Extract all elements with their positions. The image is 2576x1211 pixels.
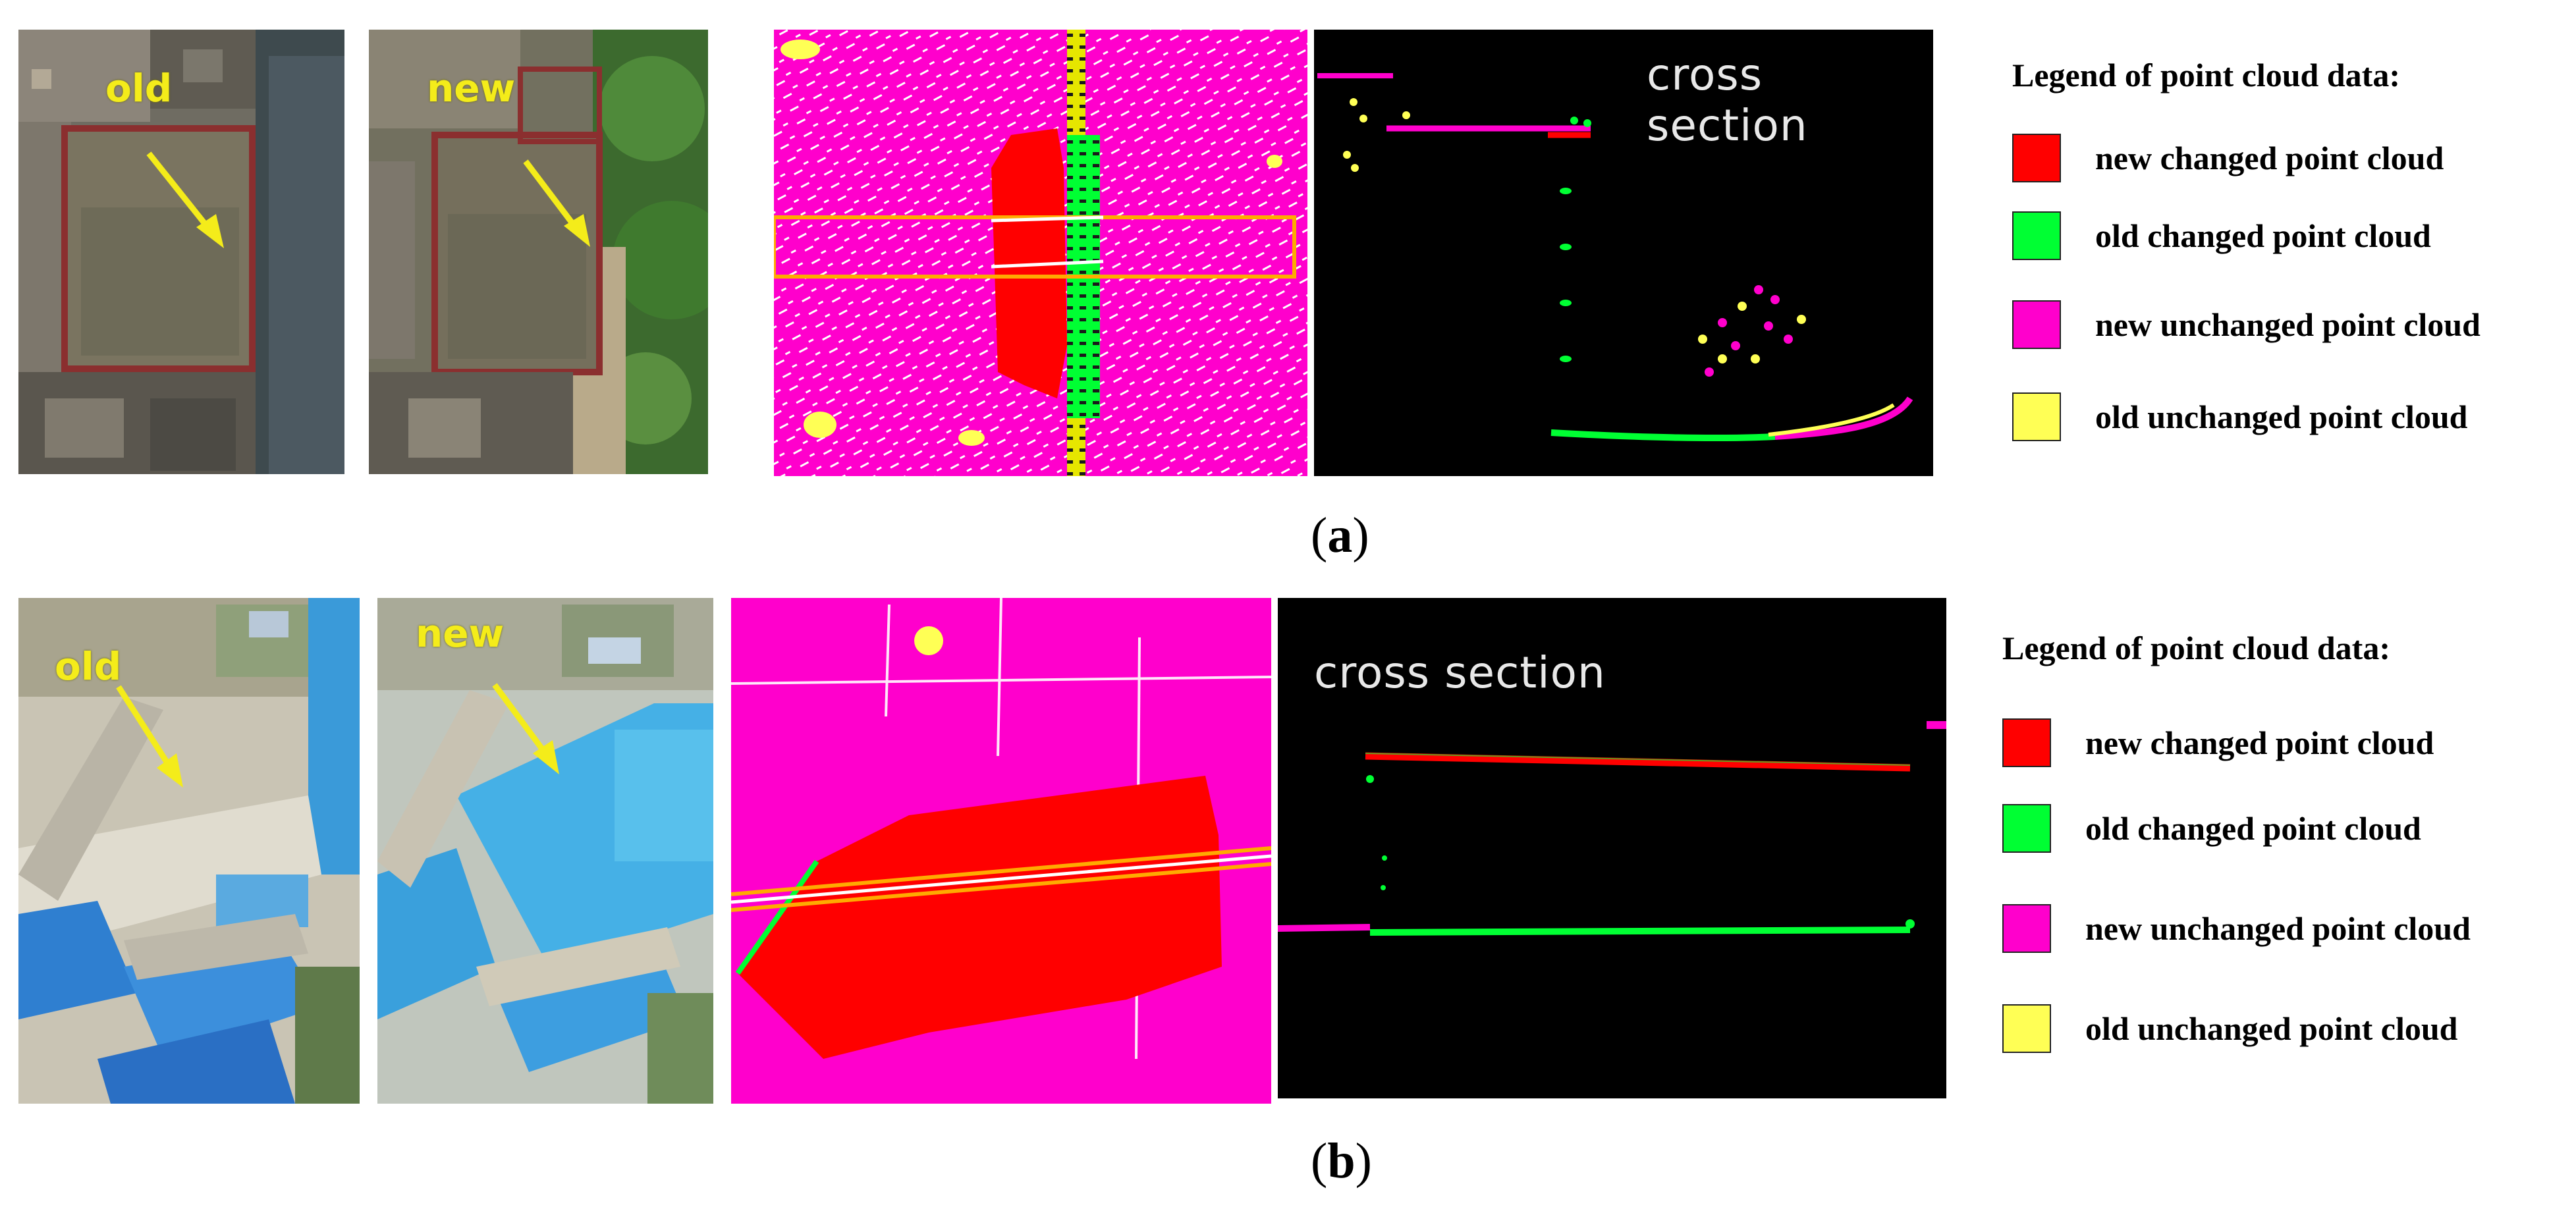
panel-b-new-image: new: [377, 598, 713, 1104]
old-label: old: [105, 66, 173, 111]
caption-open: (: [1311, 508, 1328, 563]
scatter-cluster: [1698, 285, 1806, 377]
panel-b-cross-section: cross section: [1278, 598, 1946, 1098]
old-label: old: [55, 644, 122, 689]
legend-item-new-unchanged: new unchanged point cloud: [2012, 298, 2480, 351]
panel-b-old-image-art: [18, 598, 360, 1104]
legend-item-old-unchanged: old unchanged point cloud: [2002, 1002, 2457, 1055]
legend-item-new-changed: new changed point cloud: [2002, 716, 2434, 769]
legend-title: Legend of point cloud data:: [2012, 57, 2400, 94]
legend-swatch-red: [2002, 718, 2051, 767]
panel-a-old-image-art: [18, 30, 344, 474]
legend-swatch-green: [2002, 804, 2051, 853]
panel-b-old-image: old: [18, 598, 360, 1104]
panel-a-new-image: new: [369, 30, 708, 474]
legend-label: new unchanged point cloud: [2095, 306, 2480, 343]
caption-letter: a: [1327, 508, 1353, 563]
panel-a-new-image-art: [369, 30, 708, 474]
legend-item-old-changed: old changed point cloud: [2012, 209, 2431, 262]
panel-a-point-cloud-view: [774, 30, 1307, 476]
legend-label: old changed point cloud: [2095, 217, 2431, 254]
legend-item-old-changed: old changed point cloud: [2002, 802, 2421, 855]
panel-a-cross-section: cross section: [1314, 30, 1933, 476]
yellow-arrow-shaft: [523, 159, 581, 233]
yellow-arrow-head: [196, 214, 224, 248]
caption-open: (: [1311, 1133, 1328, 1189]
legend-label: new unchanged point cloud: [2085, 910, 2471, 947]
caption-letter: b: [1327, 1133, 1356, 1189]
legend-item-old-unchanged: old unchanged point cloud: [2012, 390, 2467, 443]
panel-a-old-image: old: [18, 30, 344, 474]
yellow-arrow-shaft: [146, 151, 213, 233]
legend-item-new-changed: new changed point cloud: [2012, 132, 2444, 184]
yellow-arrow-head: [157, 753, 183, 788]
legend-label: old unchanged point cloud: [2095, 398, 2468, 435]
yellow-arrow-head: [564, 214, 590, 247]
cross-section-label: cross section: [1314, 647, 1606, 698]
yellow-arrow-shaft: [116, 685, 174, 771]
yellow-arrow-shaft: [492, 683, 550, 758]
cross-section-label: cross section: [1647, 49, 1808, 151]
legend-swatch-green: [2012, 211, 2061, 260]
legend-label: old changed point cloud: [2085, 810, 2421, 847]
legend-swatch-magenta: [2012, 300, 2061, 349]
panel-a-cross-section-art: [1314, 30, 1933, 476]
legend-swatch-yellow: [2002, 1004, 2051, 1053]
panel-b-cross-section-art: [1278, 598, 1946, 1098]
panel-b-point-cloud-view: [731, 598, 1271, 1104]
panel-b-point-cloud-art: [731, 598, 1271, 1104]
caption-close: ): [1355, 1133, 1372, 1189]
legend-swatch-yellow: [2012, 392, 2061, 441]
legend-swatch-red: [2012, 134, 2061, 182]
legend-swatch-magenta: [2002, 904, 2051, 953]
panel-b-new-image-art: [377, 598, 713, 1104]
legend-label: new changed point cloud: [2085, 724, 2434, 761]
legend-title: Legend of point cloud data:: [2002, 630, 2390, 666]
caption-close: ): [1352, 508, 1369, 563]
panel-a-point-cloud-art: [774, 30, 1307, 476]
yellow-arrow-head: [533, 740, 559, 774]
legend-item-new-unchanged: new unchanged point cloud: [2002, 902, 2471, 955]
caption-b: (b): [1311, 1133, 1372, 1190]
legend-label: new changed point cloud: [2095, 140, 2444, 176]
green-vertical-points: [1560, 188, 1572, 362]
legend-label: old unchanged point cloud: [2085, 1010, 2458, 1047]
new-label: new: [427, 66, 516, 111]
new-label: new: [416, 611, 505, 656]
caption-a: (a): [1311, 507, 1369, 564]
